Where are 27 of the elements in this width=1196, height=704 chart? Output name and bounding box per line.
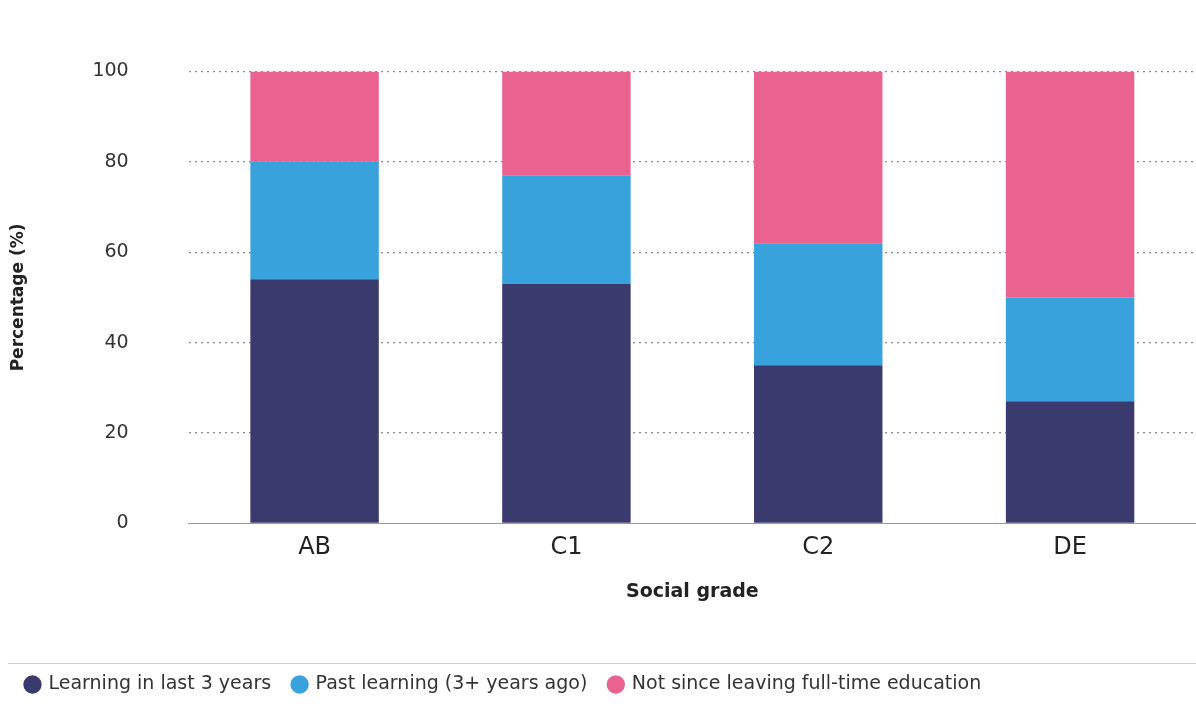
bar: [502, 283, 631, 523]
y-axis-title: Percentage (%): [6, 223, 27, 372]
bar: [754, 243, 883, 366]
legend-label: Not since leaving full-time education: [631, 671, 982, 694]
y-tick-label: 60: [104, 239, 129, 262]
x-tick-label: DE: [1053, 532, 1087, 561]
y-tick-label: 20: [104, 419, 129, 442]
bar: [250, 279, 379, 523]
bar: [250, 71, 379, 162]
y-tick-label: 80: [104, 148, 129, 171]
x-tick-label: AB: [298, 532, 332, 561]
legend-label: Learning in last 3 years: [48, 671, 272, 694]
y-tick-label: 0: [116, 510, 129, 533]
x-tick-label: C1: [550, 532, 583, 561]
legend-label: Past learning (3+ years ago): [315, 671, 588, 694]
bar: [1005, 297, 1135, 402]
x-axis-title: Social grade: [625, 578, 759, 601]
x-tick-label: C2: [802, 532, 835, 561]
bar: [1005, 71, 1135, 298]
bar: [754, 365, 883, 523]
bar: [502, 71, 631, 176]
y-tick-label: 40: [104, 329, 129, 352]
bar: [250, 161, 379, 280]
y-tick-label: 100: [92, 58, 129, 81]
bar: [1005, 401, 1135, 523]
bar: [754, 71, 883, 244]
bar: [502, 175, 631, 284]
